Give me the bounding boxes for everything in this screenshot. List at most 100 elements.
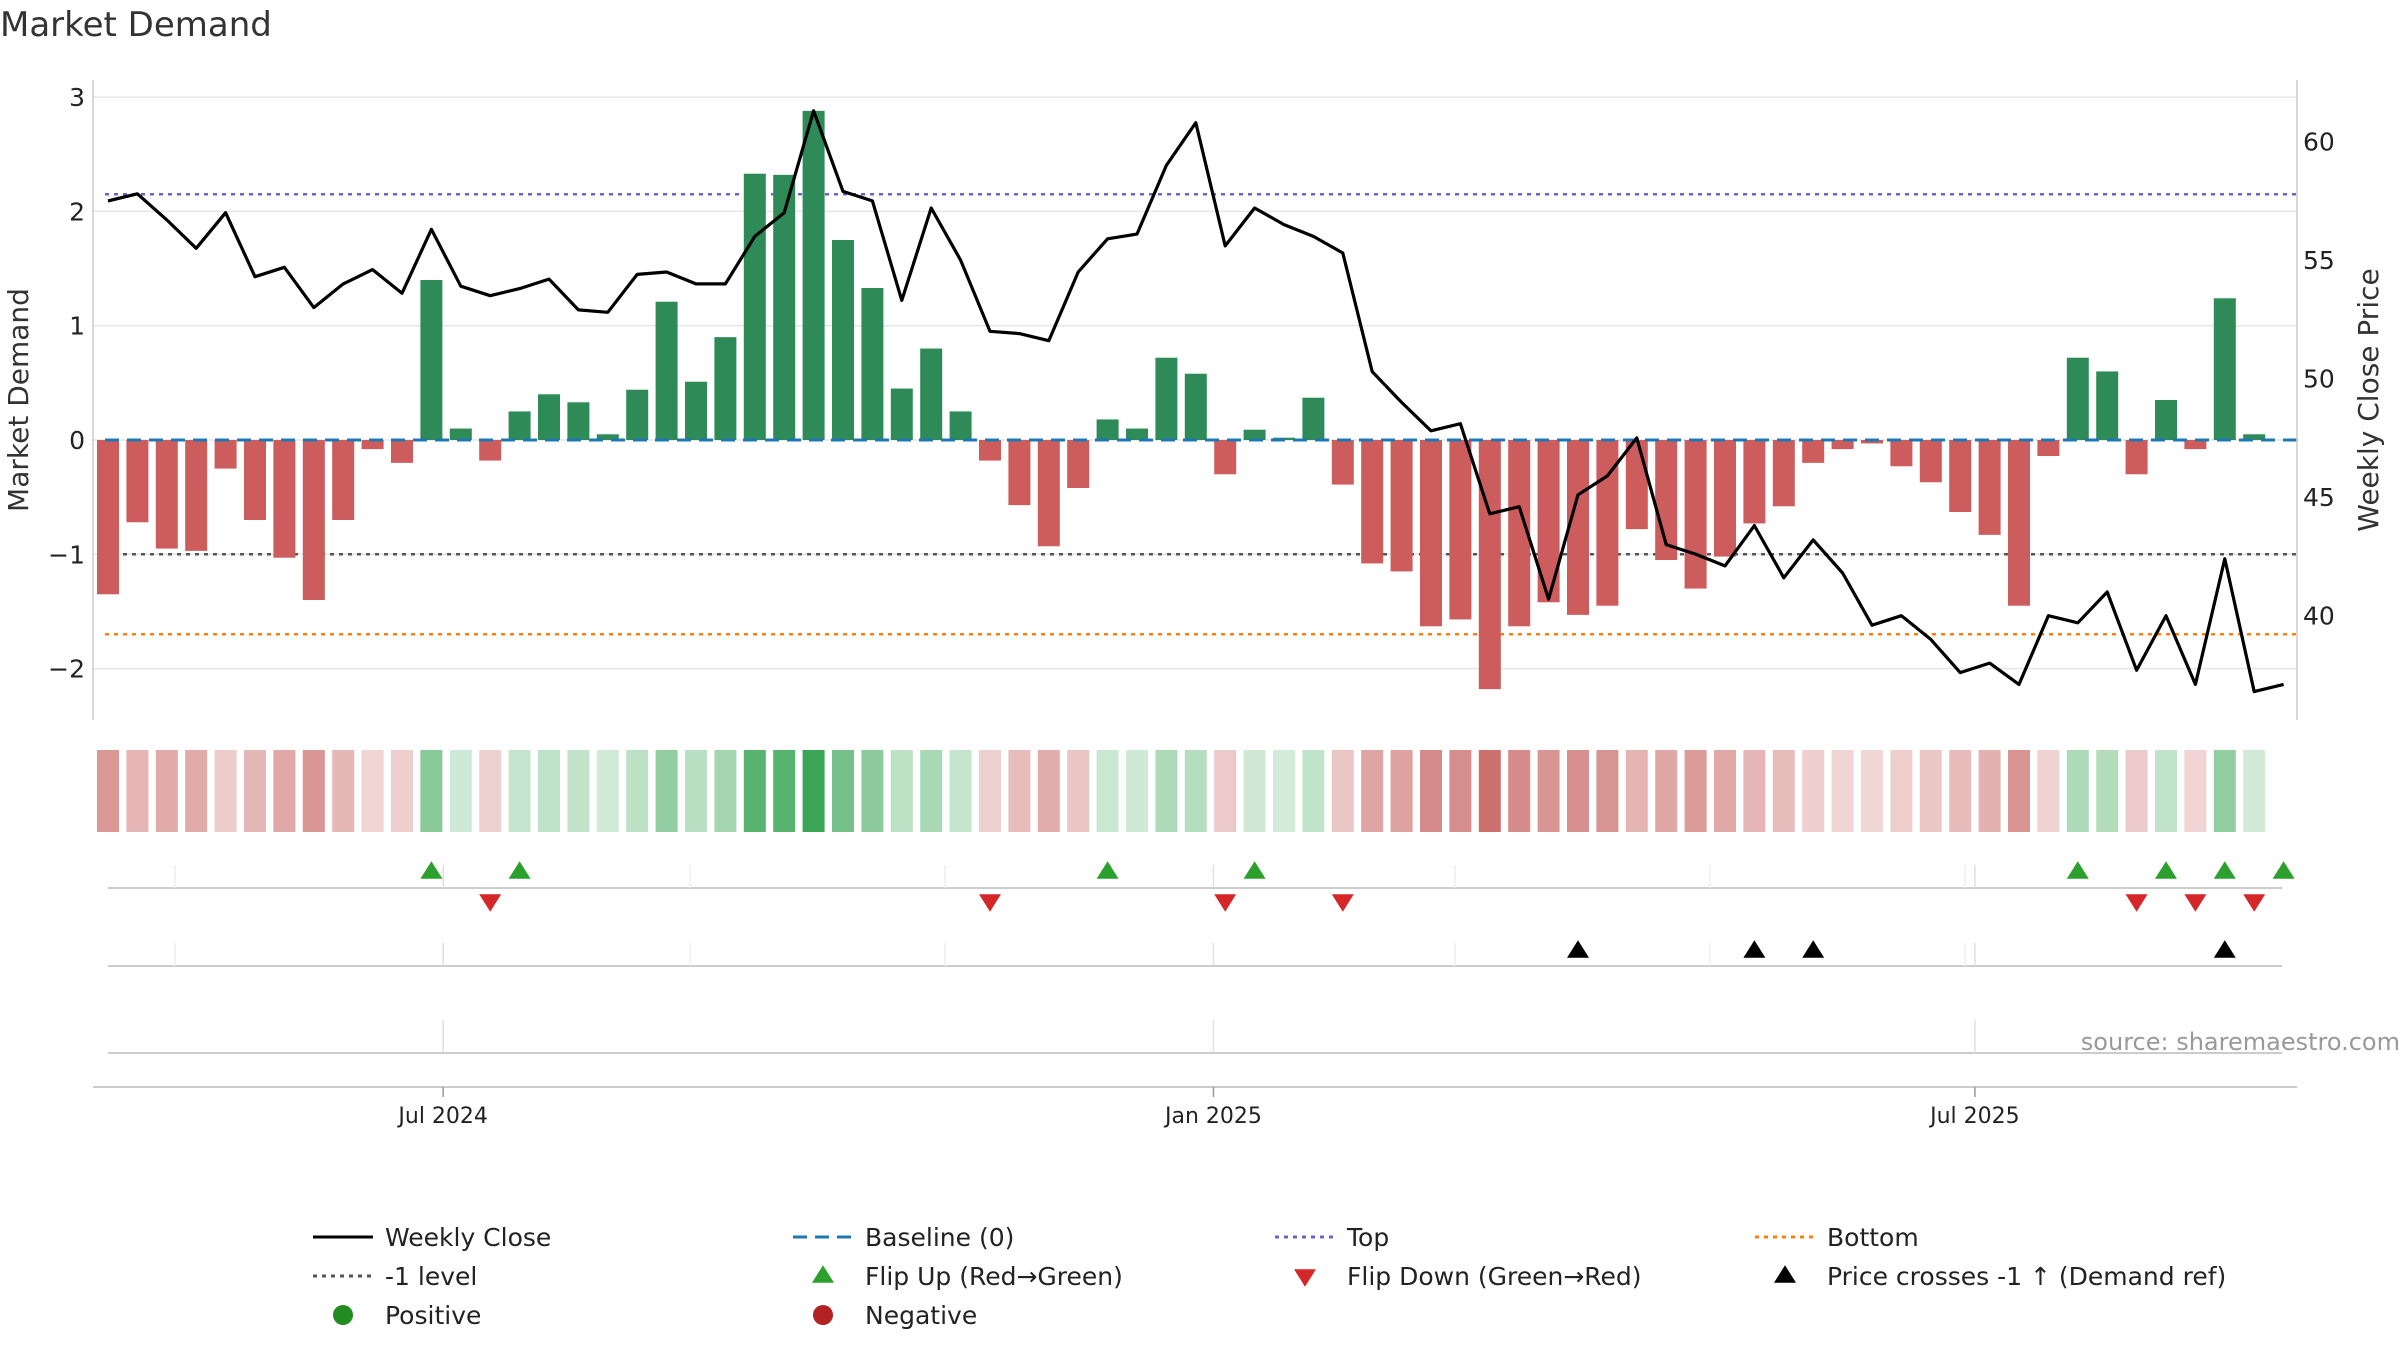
demand-bar bbox=[1126, 428, 1148, 440]
demand-bar bbox=[2213, 298, 2236, 440]
heat-cell bbox=[538, 750, 560, 832]
demand-bar bbox=[244, 440, 266, 520]
demand-bar bbox=[1596, 440, 1619, 606]
demand-bar bbox=[1567, 440, 1589, 615]
heat-cell bbox=[1567, 750, 1589, 832]
heat-cell bbox=[1214, 750, 1237, 832]
demand-bar bbox=[97, 440, 119, 595]
heat-cell bbox=[2096, 750, 2119, 832]
legend: Weekly Close Baseline (0) Top Bottom -1 leve… bbox=[313, 1223, 2226, 1330]
heat-cell bbox=[1831, 750, 1854, 832]
heat-cell bbox=[1067, 750, 1090, 832]
heat-cell bbox=[861, 750, 884, 832]
demand-bar bbox=[420, 280, 443, 440]
legend-entry: Negative bbox=[813, 1301, 977, 1330]
legend-entry: Price crosses -1 ↑ (Demand ref) bbox=[1774, 1262, 2226, 1291]
left-tick-label: −2 bbox=[48, 655, 85, 684]
heat-cell bbox=[1096, 750, 1119, 832]
legend-entry: Weekly Close bbox=[313, 1223, 551, 1252]
demand-bar bbox=[1361, 440, 1384, 564]
left-tick-label: 2 bbox=[69, 197, 85, 226]
demand-bar bbox=[1508, 440, 1531, 627]
price-cross-marker bbox=[1567, 940, 1589, 958]
heat-cell bbox=[743, 750, 766, 832]
heat-cell bbox=[655, 750, 678, 832]
heat-cell bbox=[1772, 750, 1795, 832]
legend-label: Weekly Close bbox=[385, 1223, 551, 1252]
x-tick-label: Jul 2024 bbox=[396, 1104, 488, 1129]
heat-cell bbox=[361, 750, 384, 832]
legend-label: Bottom bbox=[1827, 1223, 1919, 1252]
demand-heat-strip bbox=[97, 750, 2266, 832]
heat-cell bbox=[1625, 750, 1648, 832]
legend-entry: Flip Down (Green→Red) bbox=[1294, 1262, 1642, 1291]
demand-bar bbox=[1978, 440, 2001, 535]
heat-cell bbox=[273, 750, 296, 832]
legend-label: Price crosses -1 ↑ (Demand ref) bbox=[1827, 1262, 2226, 1291]
demand-bar bbox=[949, 411, 972, 440]
flip-down-marker bbox=[479, 894, 502, 912]
heat-cell bbox=[596, 750, 619, 832]
heat-cell bbox=[2155, 750, 2177, 832]
heat-cell bbox=[2066, 750, 2089, 832]
demand-bar bbox=[890, 388, 913, 440]
price-cross-marker bbox=[1802, 940, 1825, 958]
heat-cell bbox=[391, 750, 413, 832]
demand-bar bbox=[2184, 440, 2207, 450]
heat-cell bbox=[1890, 750, 1913, 832]
demand-bar bbox=[1919, 440, 1942, 483]
flip-down-marker bbox=[979, 894, 1001, 912]
heat-cell bbox=[685, 750, 707, 832]
demand-bar bbox=[1390, 440, 1413, 572]
demand-bar bbox=[1155, 357, 1178, 440]
demand-bar bbox=[2037, 440, 2060, 456]
weekly-close-polyline bbox=[107, 109, 2284, 694]
demand-bar bbox=[1008, 440, 1031, 506]
left-tick-label: 1 bbox=[69, 312, 85, 341]
demand-bar bbox=[508, 411, 531, 440]
heat-cell bbox=[1655, 750, 1678, 832]
demand-bar bbox=[538, 394, 560, 440]
right-tick-label: 55 bbox=[2303, 246, 2335, 275]
heat-cell bbox=[1949, 750, 1972, 832]
demand-bars bbox=[97, 110, 2297, 690]
demand-bar bbox=[743, 173, 766, 440]
demand-bar bbox=[1302, 397, 1325, 440]
flip-up-marker bbox=[2272, 861, 2295, 879]
heat-cell bbox=[1743, 750, 1766, 832]
legend-label: Baseline (0) bbox=[865, 1223, 1014, 1252]
demand-bar bbox=[567, 402, 590, 440]
heat-cell bbox=[1861, 750, 1883, 832]
demand-bar bbox=[1478, 440, 1501, 690]
demand-bar bbox=[714, 337, 737, 440]
demand-bar bbox=[2008, 440, 2030, 606]
demand-bar bbox=[332, 440, 355, 520]
heat-cell bbox=[773, 750, 796, 832]
legend-label: -1 level bbox=[385, 1262, 477, 1291]
legend-entry: Bottom bbox=[1755, 1223, 1919, 1252]
demand-bar bbox=[155, 440, 178, 549]
demand-bar bbox=[1214, 440, 1237, 475]
legend-label: Negative bbox=[865, 1301, 977, 1330]
legend-entry: -1 level bbox=[313, 1262, 477, 1291]
demand-bar bbox=[1243, 429, 1266, 440]
demand-bar bbox=[802, 110, 825, 440]
demand-bar bbox=[1714, 440, 1736, 557]
heat-cell bbox=[920, 750, 943, 832]
demand-bar bbox=[979, 440, 1001, 461]
demand-bar bbox=[1743, 440, 1766, 524]
legend-swatch bbox=[812, 1265, 834, 1283]
heat-cell bbox=[1978, 750, 2001, 832]
heat-cell bbox=[1184, 750, 1207, 832]
demand-bar bbox=[479, 440, 502, 461]
right-tick-label: 50 bbox=[2303, 365, 2335, 394]
demand-bar bbox=[1949, 440, 1972, 512]
heat-cell bbox=[155, 750, 178, 832]
demand-bar bbox=[1067, 440, 1090, 488]
heat-cell bbox=[185, 750, 208, 832]
flip-up-marker bbox=[2155, 861, 2177, 879]
flip-up-marker bbox=[1096, 861, 1119, 879]
demand-bar bbox=[1890, 440, 1913, 467]
heat-cell bbox=[802, 750, 825, 832]
